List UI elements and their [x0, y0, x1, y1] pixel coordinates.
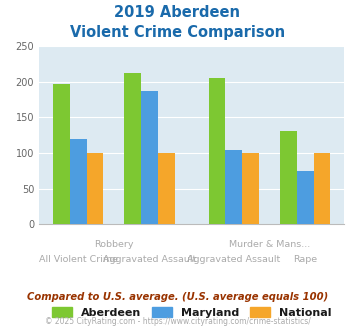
Bar — [242, 153, 259, 224]
Bar — [158, 153, 175, 224]
Bar — [53, 84, 70, 224]
Bar — [314, 153, 331, 224]
Text: © 2025 CityRating.com - https://www.cityrating.com/crime-statistics/: © 2025 CityRating.com - https://www.city… — [45, 317, 310, 326]
Bar — [87, 153, 103, 224]
Text: Violent Crime Comparison: Violent Crime Comparison — [70, 25, 285, 40]
Bar — [280, 131, 297, 224]
Bar — [225, 149, 242, 224]
Legend: Aberdeen, Maryland, National: Aberdeen, Maryland, National — [47, 302, 336, 322]
Bar — [297, 171, 314, 224]
Text: Compared to U.S. average. (U.S. average equals 100): Compared to U.S. average. (U.S. average … — [27, 292, 328, 302]
Text: Rape: Rape — [293, 255, 317, 264]
Text: Robbery: Robbery — [94, 240, 133, 249]
Bar — [124, 73, 141, 224]
Bar — [70, 139, 87, 224]
Bar — [208, 78, 225, 224]
Bar — [141, 91, 158, 224]
Text: Murder & Mans...: Murder & Mans... — [229, 240, 310, 249]
Text: Aggravated Assault: Aggravated Assault — [103, 255, 196, 264]
Text: 2019 Aberdeen: 2019 Aberdeen — [115, 5, 240, 20]
Text: Aggravated Assault: Aggravated Assault — [187, 255, 280, 264]
Text: All Violent Crime: All Violent Crime — [39, 255, 118, 264]
